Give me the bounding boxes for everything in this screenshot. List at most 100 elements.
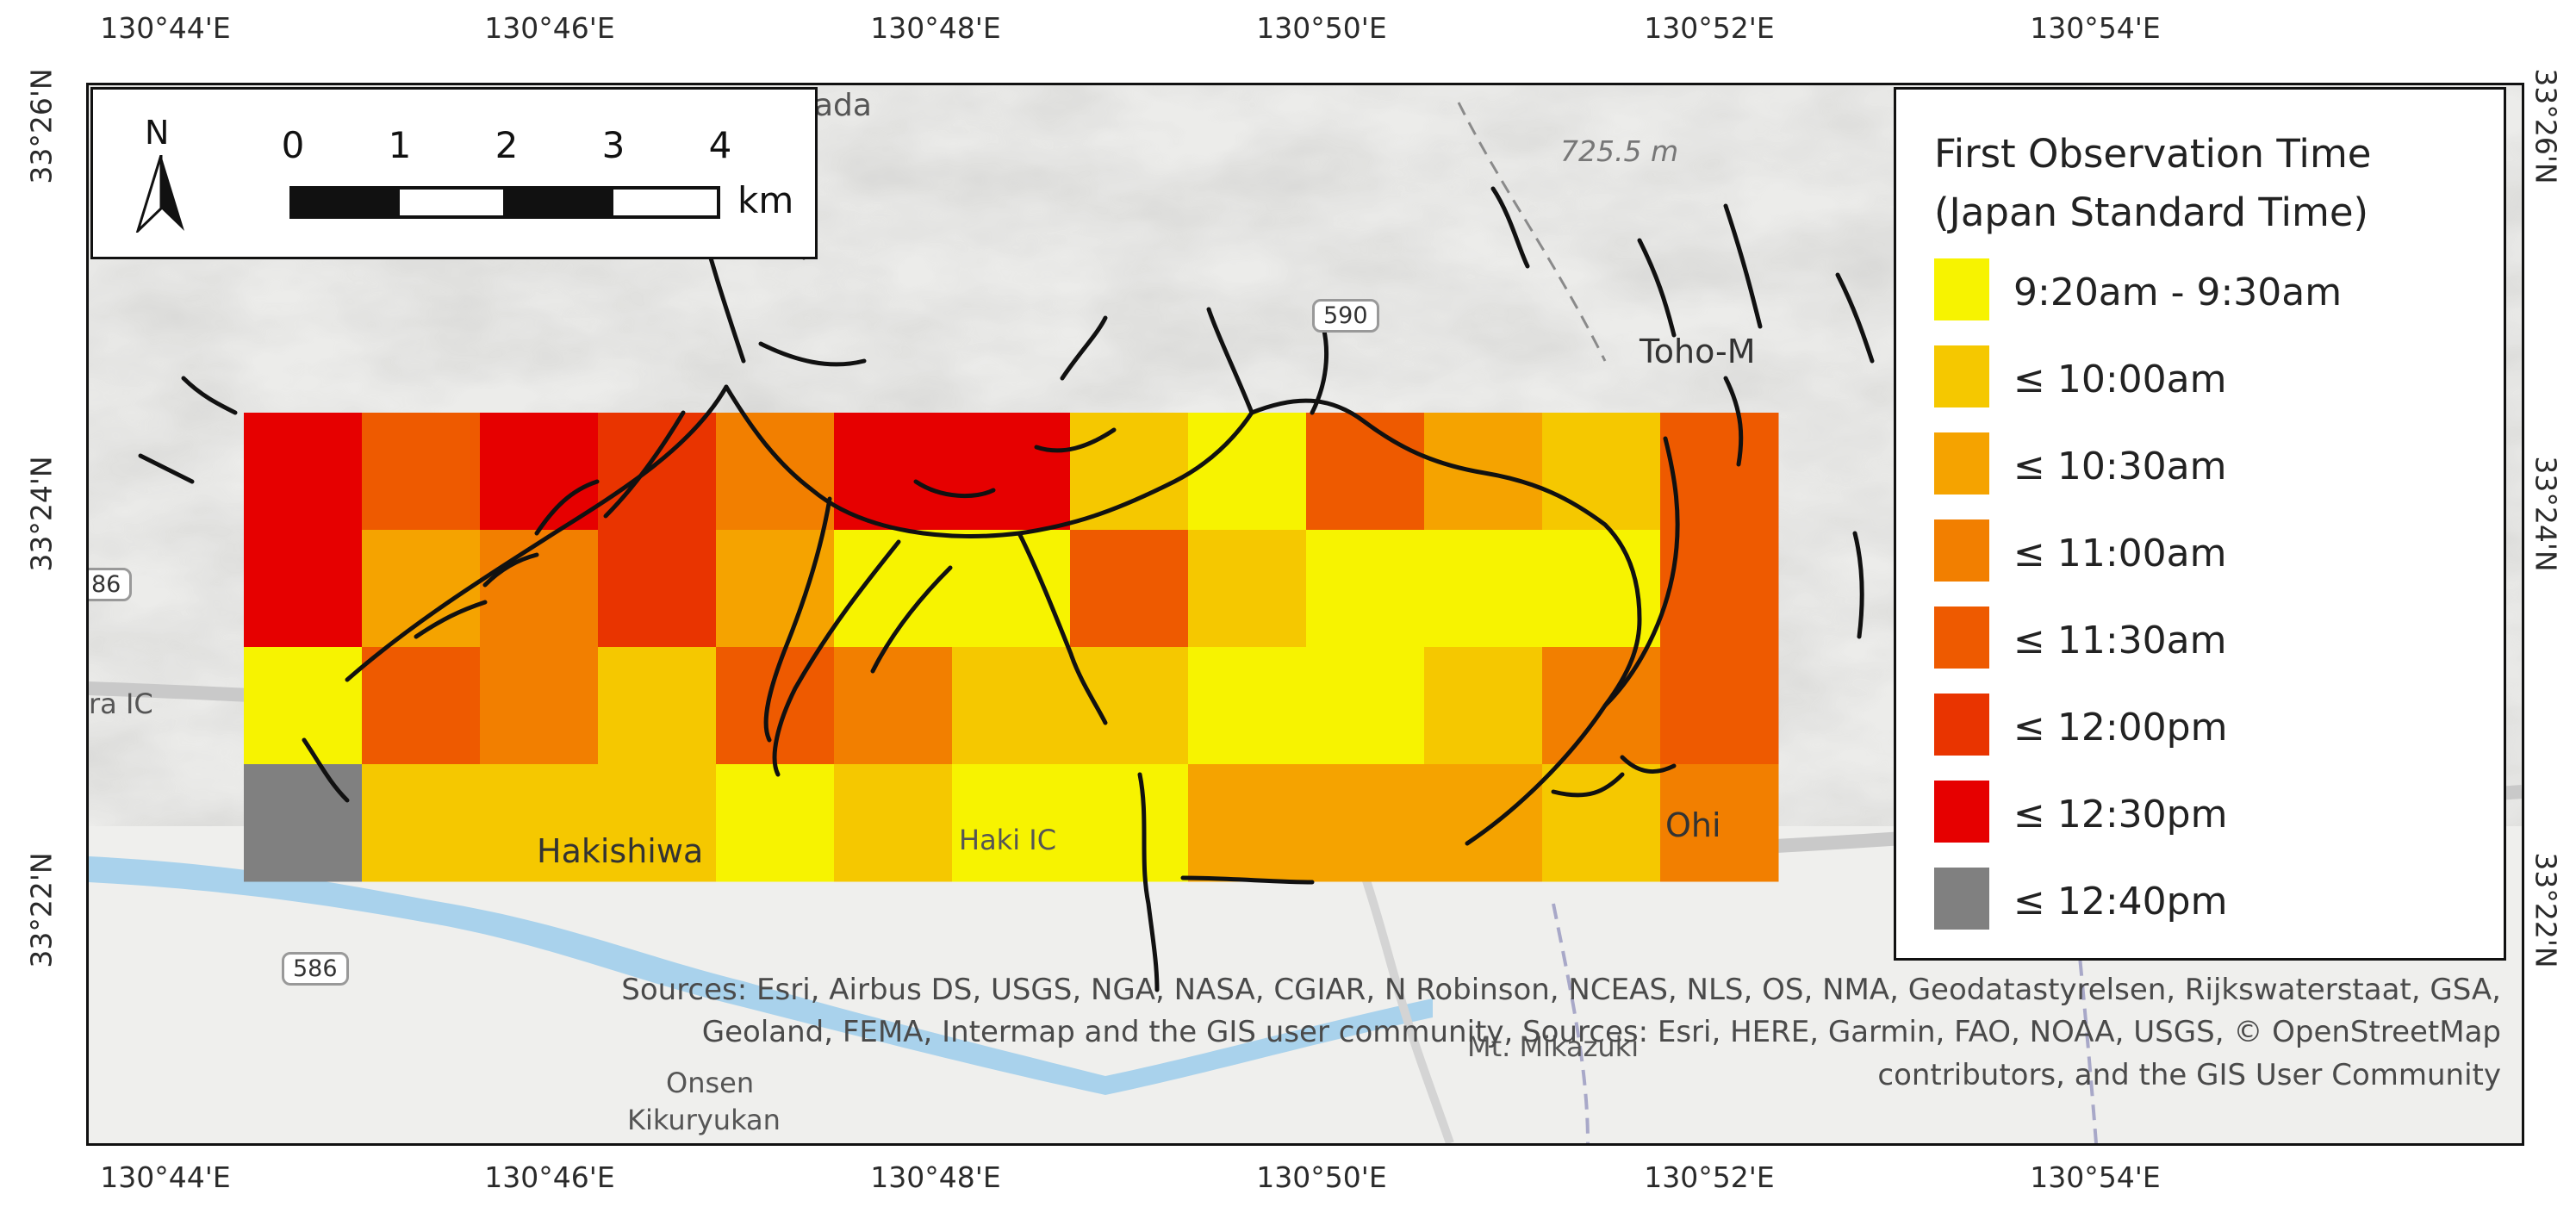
- north-label: N: [145, 114, 170, 152]
- legend-label: ≤ 10:30am: [2013, 445, 2227, 488]
- boundary-line-south: [1552, 903, 1590, 1143]
- lon-tick-bottom: 130°46'E: [484, 1160, 615, 1194]
- grid-cell: [716, 530, 835, 648]
- scale-bar: [289, 186, 720, 219]
- grid-cell: [1542, 764, 1661, 882]
- place-label-haki-ic: Haki IC: [959, 824, 1057, 856]
- elevation-label: 725.5 m: [1560, 134, 1679, 168]
- lon-tick-top: 130°48'E: [870, 11, 1001, 45]
- lat-tick-right: 33°22'N: [2529, 852, 2563, 968]
- legend-item: ≤ 10:00am: [1934, 345, 2486, 407]
- scale-number: 0: [281, 124, 305, 166]
- place-label-ohi: Ohi: [1665, 806, 1721, 844]
- legend-item: ≤ 12:40pm: [1934, 868, 2486, 930]
- grid-cell: [1306, 530, 1425, 648]
- lon-tick-top: 130°50'E: [1256, 11, 1387, 45]
- place-label-ada: ada: [814, 88, 872, 123]
- place-label-onsen: Onsen: [666, 1067, 755, 1099]
- river-east: [1105, 998, 1433, 1095]
- grid-cell: [598, 530, 717, 648]
- grid-cell: [1660, 530, 1779, 648]
- legend-swatch: [1934, 868, 1989, 930]
- legend-label: ≤ 12:40pm: [2013, 880, 2228, 924]
- grid-cell: [952, 647, 1071, 765]
- place-label-toho: Toho-M: [1640, 333, 1756, 370]
- lon-tick-top: 130°46'E: [484, 11, 615, 45]
- grid-cell: [362, 530, 481, 648]
- grid-cell: [1306, 413, 1425, 531]
- legend-swatch: [1934, 258, 1989, 320]
- lon-tick-bottom: 130°48'E: [870, 1160, 1001, 1194]
- map-attribution: Sources: Esri, Airbus DS, USGS, NGA, NAS…: [106, 969, 2501, 1097]
- legend-label: 9:20am - 9:30am: [2013, 271, 2343, 314]
- legend-label: ≤ 10:00am: [2013, 358, 2227, 401]
- scale-number: 3: [601, 124, 625, 166]
- legend-swatch: [1934, 519, 1989, 582]
- legend-title-line2: (Japan Standard Time): [1934, 190, 2369, 235]
- grid-cell: [834, 413, 953, 531]
- legend-title-line1: First Observation Time: [1934, 131, 2372, 177]
- grid-cell: [1660, 413, 1779, 531]
- grid-cell: [1070, 647, 1189, 765]
- observation-grid: [244, 413, 1779, 882]
- highway-shield-590: 590: [1312, 299, 1379, 333]
- grid-cell: [598, 764, 717, 882]
- grid-cell: [598, 413, 717, 531]
- scale-number: 2: [495, 124, 519, 166]
- grid-cell: [1660, 764, 1779, 882]
- grid-cell: [1306, 764, 1425, 882]
- legend-label: ≤ 12:00pm: [2013, 706, 2228, 750]
- grid-cell: [1070, 530, 1189, 648]
- grid-cell: [1188, 647, 1307, 765]
- place-label-ra-ic: ra IC: [89, 687, 153, 720]
- lon-tick-bottom: 130°50'E: [1256, 1160, 1387, 1194]
- grid-cell: [1542, 647, 1661, 765]
- grid-cell: [1188, 413, 1307, 531]
- legend-swatch: [1934, 694, 1989, 756]
- grid-cell: [1424, 530, 1543, 648]
- lon-tick-top: 130°44'E: [100, 11, 231, 45]
- grid-cell: [834, 647, 953, 765]
- scale-unit: km: [737, 179, 794, 221]
- grid-cell: [480, 647, 599, 765]
- legend-swatch: [1934, 345, 1989, 407]
- grid-cell: [1424, 647, 1543, 765]
- lon-tick-bottom: 130°52'E: [1644, 1160, 1775, 1194]
- grid-cell: [480, 764, 599, 882]
- scale-number: 4: [708, 124, 732, 166]
- grid-cell: [952, 764, 1071, 882]
- lon-tick-bottom: 130°44'E: [100, 1160, 231, 1194]
- highway-shield-86: 86: [89, 568, 133, 601]
- grid-cell: [834, 764, 953, 882]
- river: [89, 856, 1105, 1095]
- grid-cell: [244, 530, 363, 648]
- grid-cell: [480, 413, 599, 531]
- legend-item: ≤ 10:30am: [1934, 432, 2486, 495]
- grid-cell: [362, 764, 481, 882]
- highway-shield-586: 586: [282, 952, 349, 986]
- grid-cell: [952, 413, 1071, 531]
- grid-cell: [1424, 764, 1543, 882]
- lat-tick-left: 33°22'N: [24, 852, 59, 968]
- grid-cell: [1660, 647, 1779, 765]
- scale-number: 1: [388, 124, 412, 166]
- attribution-line: Sources: Esri, Airbus DS, USGS, NGA, NAS…: [621, 973, 2501, 1007]
- grid-cell: [1188, 764, 1307, 882]
- lat-tick-right: 33°24'N: [2529, 456, 2563, 572]
- grid-cell: [244, 413, 363, 531]
- lon-tick-top: 130°54'E: [2030, 11, 2161, 45]
- legend-item: 9:20am - 9:30am: [1934, 258, 2486, 320]
- lat-tick-left: 33°24'N: [24, 456, 59, 572]
- grid-cell: [598, 647, 717, 765]
- map-frame[interactable]: 725.5 m Toho-M Ohi Hakishiwa Haki IC ra …: [86, 83, 2524, 1146]
- legend-label: ≤ 11:30am: [2013, 619, 2227, 662]
- grid-cell: [1542, 530, 1661, 648]
- place-label-hakishiwa: Hakishiwa: [537, 832, 704, 870]
- legend: First Observation Time (Japan Standard T…: [1894, 87, 2506, 961]
- grid-cell: [244, 764, 363, 882]
- lat-tick-left: 33°26'N: [24, 68, 59, 184]
- grid-cell: [480, 530, 599, 648]
- lon-tick-bottom: 130°54'E: [2030, 1160, 2161, 1194]
- grid-cell: [952, 530, 1071, 648]
- attribution-line: Geoland, FEMA, Intermap and the GIS user…: [701, 1015, 2501, 1050]
